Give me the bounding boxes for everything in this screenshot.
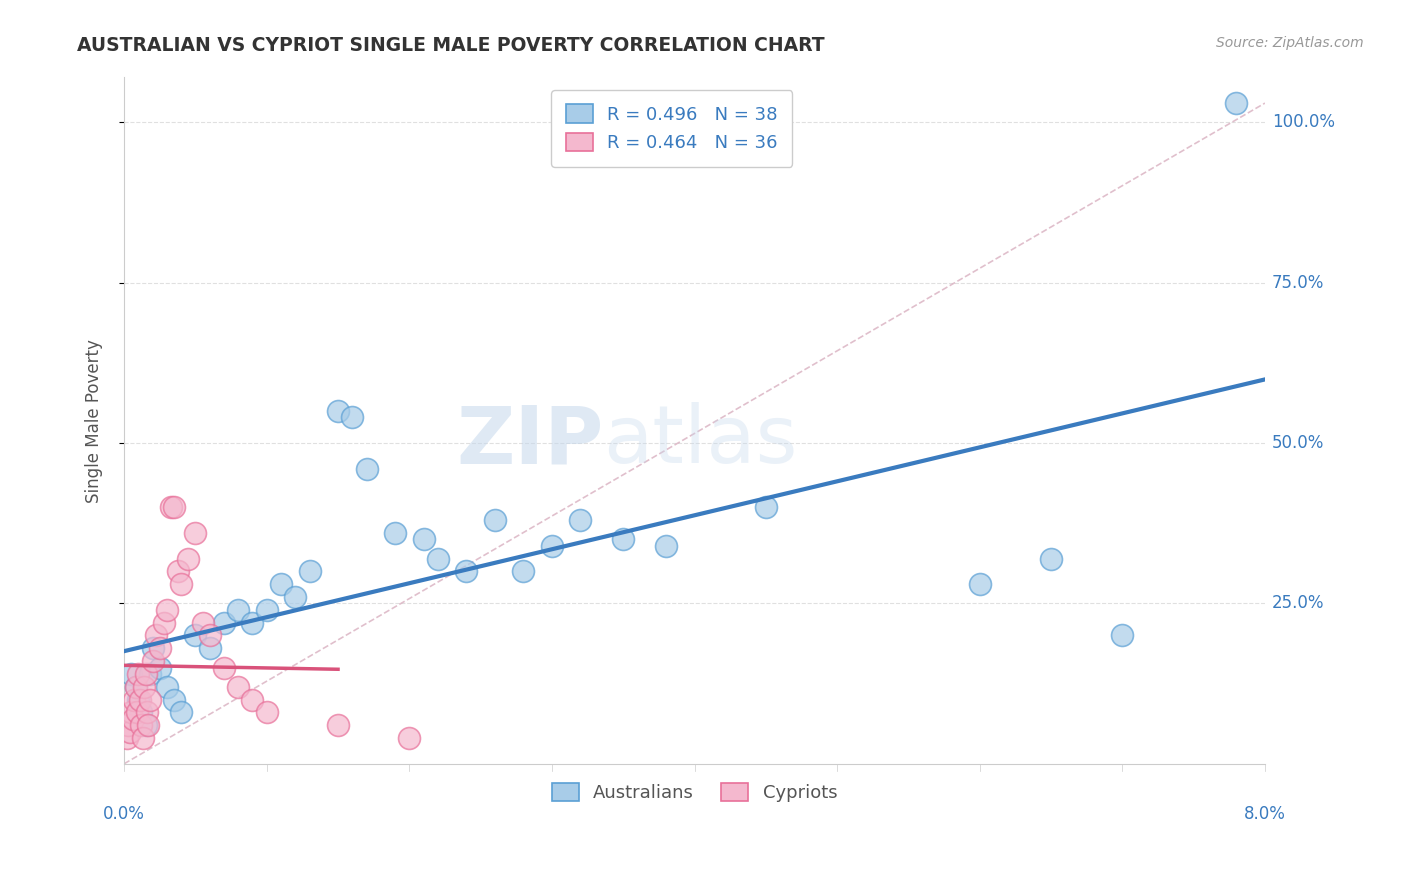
Text: 75.0%: 75.0%: [1272, 274, 1324, 292]
Point: [1040, 551, 1063, 566]
Point: [212, 660, 235, 674]
Point: [191, 615, 214, 630]
Point: [124, 680, 146, 694]
Text: Source: ZipAtlas.com: Source: ZipAtlas.com: [1216, 36, 1364, 50]
Point: [226, 680, 249, 694]
Point: [129, 706, 152, 720]
Point: [484, 513, 506, 527]
Point: [242, 692, 264, 706]
Point: [569, 513, 592, 527]
Point: [184, 525, 207, 540]
Text: ZIP: ZIP: [456, 402, 603, 480]
Point: [170, 706, 193, 720]
Point: [156, 603, 179, 617]
Y-axis label: Single Male Poverty: Single Male Poverty: [86, 339, 103, 502]
Point: [1111, 628, 1133, 642]
Text: AUSTRALIAN VS CYPRIOT SINGLE MALE POVERTY CORRELATION CHART: AUSTRALIAN VS CYPRIOT SINGLE MALE POVERT…: [77, 36, 825, 54]
Point: [122, 692, 145, 706]
Point: [426, 551, 449, 566]
Point: [270, 577, 292, 591]
Point: [655, 539, 678, 553]
Point: [121, 712, 143, 726]
Point: [384, 525, 406, 540]
Point: [456, 565, 478, 579]
Point: [149, 641, 172, 656]
Point: [118, 724, 141, 739]
Point: [969, 577, 991, 591]
Point: [135, 718, 157, 732]
Text: 25.0%: 25.0%: [1272, 594, 1324, 613]
Point: [298, 565, 321, 579]
Point: [541, 539, 564, 553]
Point: [117, 718, 139, 732]
Point: [412, 533, 434, 547]
Point: [115, 731, 138, 745]
Point: [177, 551, 200, 566]
Text: 100.0%: 100.0%: [1272, 113, 1336, 131]
Point: [167, 565, 190, 579]
Point: [131, 731, 153, 745]
Point: [326, 404, 349, 418]
Point: [326, 718, 349, 732]
Point: [1225, 96, 1247, 111]
Point: [142, 641, 165, 656]
Point: [256, 603, 278, 617]
Point: [198, 628, 221, 642]
Point: [153, 615, 176, 630]
Point: [242, 615, 264, 630]
Point: [149, 660, 172, 674]
Point: [139, 667, 162, 681]
Point: [127, 692, 149, 706]
Legend: Australians, Cypriots: Australians, Cypriots: [537, 768, 852, 816]
Point: [136, 706, 159, 720]
Point: [128, 692, 150, 706]
Text: 50.0%: 50.0%: [1272, 434, 1324, 452]
Point: [198, 641, 221, 656]
Point: [129, 718, 152, 732]
Point: [135, 667, 157, 681]
Point: [120, 667, 142, 681]
Point: [132, 680, 155, 694]
Point: [398, 731, 420, 745]
Text: atlas: atlas: [603, 402, 797, 480]
Point: [156, 680, 179, 694]
Point: [212, 615, 235, 630]
Point: [139, 692, 162, 706]
Point: [170, 577, 193, 591]
Point: [184, 628, 207, 642]
Point: [256, 706, 278, 720]
Point: [124, 680, 146, 694]
Point: [755, 500, 778, 515]
Text: 0.0%: 0.0%: [103, 805, 145, 823]
Point: [142, 654, 165, 668]
Point: [127, 667, 149, 681]
Point: [226, 603, 249, 617]
Point: [138, 718, 160, 732]
Point: [163, 692, 186, 706]
Point: [145, 628, 167, 642]
Point: [163, 500, 186, 515]
Text: 8.0%: 8.0%: [1244, 805, 1286, 823]
Point: [612, 533, 634, 547]
Point: [125, 706, 148, 720]
Point: [160, 500, 183, 515]
Point: [342, 410, 364, 425]
Point: [284, 590, 307, 604]
Point: [120, 706, 142, 720]
Point: [356, 461, 378, 475]
Point: [512, 565, 534, 579]
